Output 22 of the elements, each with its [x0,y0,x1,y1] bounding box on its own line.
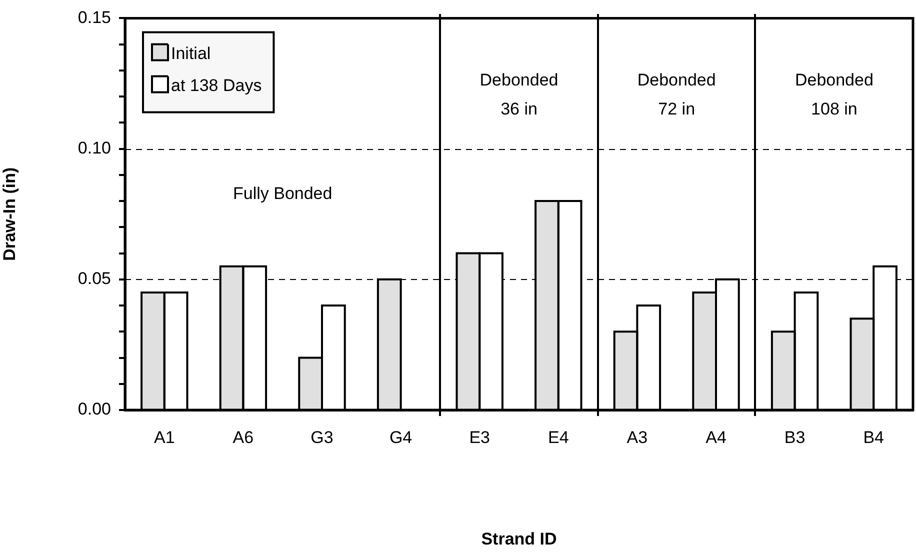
x-tick-label: A3 [626,428,648,447]
x-tick-label: B4 [863,428,884,447]
y-tick-label: 0.05 [78,269,111,288]
legend-label: at 138 Days [171,76,262,95]
annotation: Debonded 108 in [794,70,874,119]
x-tick-label: G4 [389,428,412,447]
x-tick-label: E3 [469,428,490,447]
x-tick-label: A1 [154,428,175,447]
y-tick-label: 0.15 [78,8,111,27]
x-tick-label: G3 [310,428,334,447]
annotation: Debonded 36 in [480,70,558,119]
x-tick-label: E4 [548,428,569,447]
annotation: Fully Bonded [232,184,332,204]
x-tick-label: A6 [232,428,254,447]
annotation: Debonded 72 in [637,70,716,119]
legend-label: Initial [171,44,211,63]
y-axis-title: Draw-In (in) [0,167,19,261]
y-tick-label: 0.10 [78,138,111,158]
x-tick-label: A4 [706,428,726,447]
x-tick-label: B3 [784,428,806,447]
y-tick-label: 0.00 [78,400,111,419]
x-axis-title: Strand ID [481,529,557,548]
